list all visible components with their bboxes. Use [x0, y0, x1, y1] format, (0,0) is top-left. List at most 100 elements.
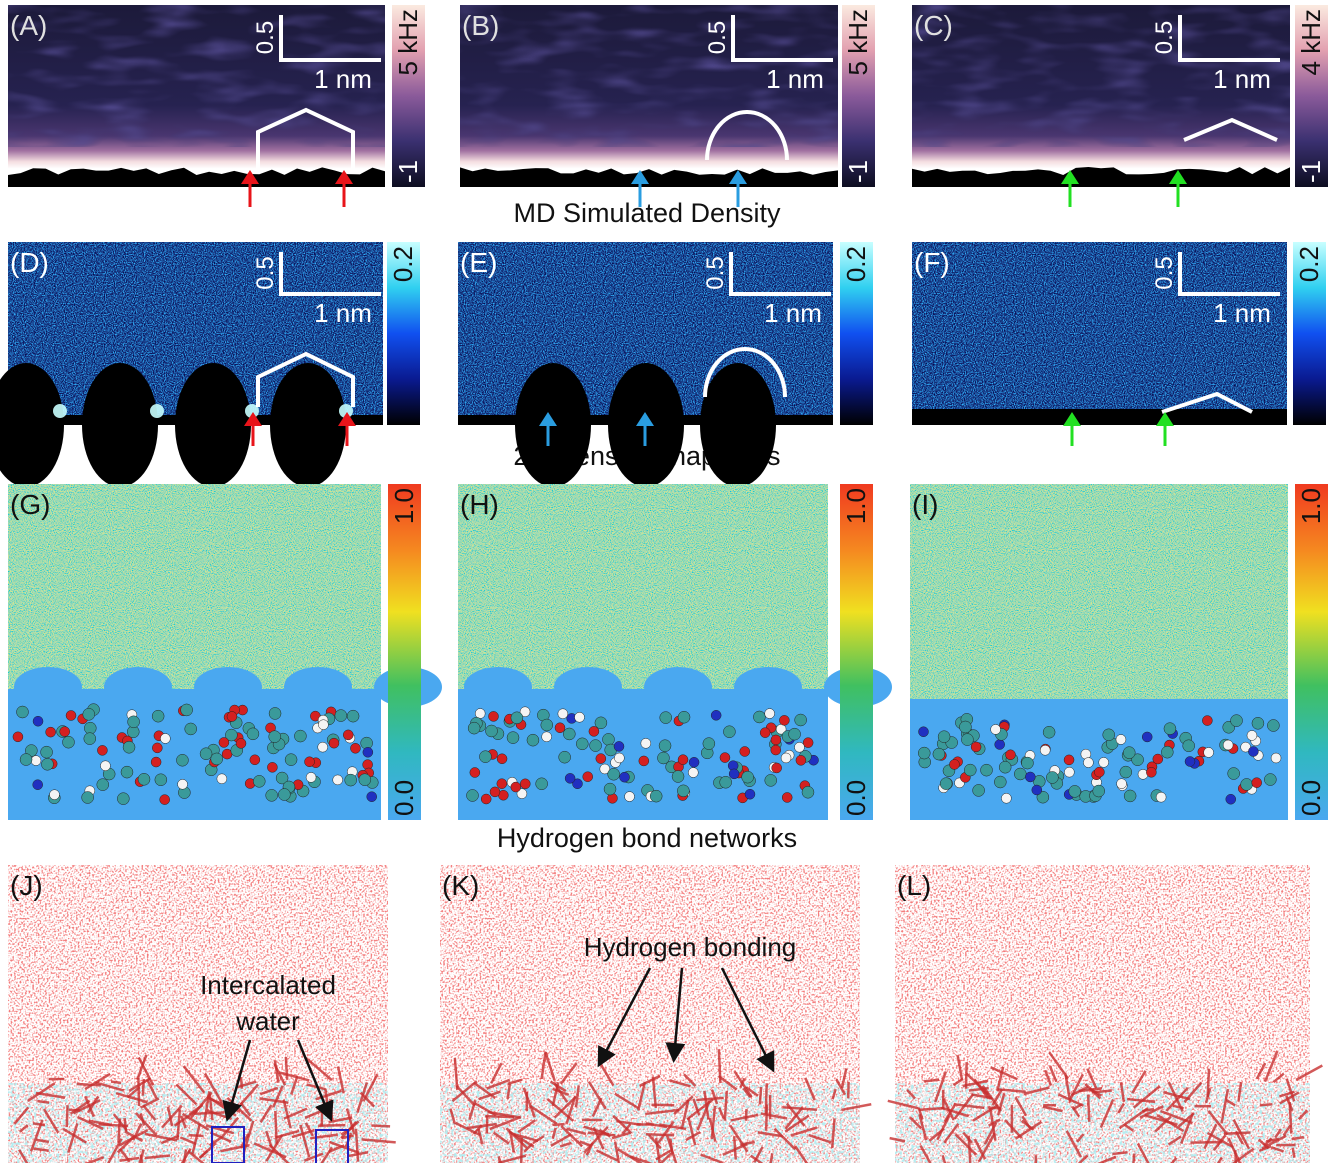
- atom: [918, 726, 929, 737]
- hbond: [449, 1108, 457, 1125]
- atom: [1014, 767, 1027, 781]
- scale-y-label: 0.5: [704, 21, 731, 54]
- hbond: [708, 1117, 717, 1142]
- atom: [728, 768, 740, 780]
- colorbar-max-label: 0.2: [1294, 246, 1324, 282]
- scale-x-label: 1 nm: [764, 298, 822, 328]
- atom: [1025, 771, 1036, 783]
- hbond: [532, 1135, 545, 1145]
- scale-bar: [731, 15, 833, 62]
- hbond: [1058, 1093, 1085, 1107]
- atom: [40, 745, 53, 759]
- hbond: [1118, 1107, 1149, 1130]
- hbond: [1132, 1085, 1161, 1109]
- hbond: [356, 1081, 369, 1114]
- section-title: Hydrogen bond networks: [497, 823, 797, 853]
- colorbar-max-label: 0.2: [841, 246, 871, 282]
- atom: [994, 775, 1007, 789]
- atom: [160, 733, 171, 744]
- atom: [770, 744, 782, 756]
- hbond: [1072, 1103, 1083, 1111]
- hbond: [710, 1089, 719, 1105]
- hbond: [1086, 1068, 1098, 1089]
- hbond: [651, 1103, 675, 1107]
- colorbar: [840, 484, 873, 820]
- hbond: [967, 1135, 972, 1163]
- scale-y-label: 0.5: [702, 256, 729, 289]
- hbond: [1272, 1072, 1285, 1084]
- hbond: [549, 1080, 567, 1093]
- hbond: [453, 1057, 459, 1091]
- atom: [154, 773, 168, 787]
- atom: [719, 752, 731, 763]
- atom: [1251, 717, 1265, 730]
- hbond: [139, 1112, 146, 1126]
- atom: [1240, 778, 1253, 791]
- hbond: [942, 1098, 955, 1121]
- hbond: [497, 1154, 527, 1163]
- hbond: [115, 1092, 148, 1104]
- atom: [284, 753, 298, 766]
- marker-arrow-head: [1061, 170, 1079, 184]
- hbond: [579, 1140, 592, 1147]
- hbond: [259, 1086, 279, 1096]
- hbond: [284, 1056, 289, 1080]
- hbond: [290, 1075, 299, 1095]
- hbond: [18, 1124, 29, 1133]
- highlight-box: [315, 1129, 349, 1163]
- hbond: [732, 1136, 738, 1160]
- hbond: [239, 1083, 260, 1106]
- atom: [45, 726, 56, 738]
- atom: [1123, 746, 1136, 759]
- hbond: [996, 1093, 1006, 1116]
- hbond: [84, 1072, 111, 1091]
- atom: [723, 725, 736, 738]
- atom: [739, 746, 751, 757]
- atom: [332, 774, 343, 786]
- hbond: [1160, 1109, 1193, 1125]
- scale-y-label: 0.5: [252, 21, 279, 54]
- atom: [346, 709, 360, 723]
- hbond: [478, 1090, 501, 1101]
- hbond: [1258, 1145, 1272, 1153]
- atom: [1021, 756, 1034, 770]
- hbond: [1088, 1087, 1102, 1097]
- substrate-region: [14, 667, 82, 707]
- hbond: [303, 1152, 324, 1162]
- hbond: [305, 1057, 333, 1082]
- hbond: [717, 1107, 726, 1120]
- hbond: [13, 1106, 30, 1125]
- atom: [122, 741, 136, 754]
- atom: [1063, 754, 1075, 766]
- atom: [210, 752, 223, 766]
- hbond: [657, 1120, 675, 1144]
- hbond: [472, 1124, 483, 1135]
- atom: [82, 708, 96, 721]
- atom: [152, 742, 163, 754]
- hbond: [784, 1106, 804, 1130]
- colorbar: [388, 484, 421, 820]
- atom: [795, 755, 807, 766]
- atom: [127, 715, 140, 729]
- hbond: [275, 1129, 300, 1139]
- hbond: [550, 1133, 572, 1147]
- hbond: [107, 1138, 123, 1163]
- hbond: [943, 1122, 960, 1144]
- colorbar-max-label: 1.0: [389, 488, 419, 524]
- substrate: [8, 167, 385, 187]
- panel-label: (C): [914, 10, 953, 41]
- colorbar-max-label: 4 kHz: [1296, 9, 1326, 75]
- hbond: [1170, 1157, 1178, 1163]
- hbond: [191, 1123, 202, 1155]
- marker-arrow-head: [335, 170, 353, 184]
- hbond: [560, 1125, 584, 1148]
- hbond: [1117, 1102, 1125, 1114]
- atom: [265, 789, 278, 802]
- atom: [572, 778, 583, 790]
- hbond: [345, 1108, 356, 1135]
- hbond: [906, 1089, 916, 1100]
- hbond: [1285, 1078, 1296, 1102]
- hbond: [733, 1070, 753, 1098]
- scale-bar: [1178, 252, 1280, 296]
- hbond: [1097, 1155, 1117, 1163]
